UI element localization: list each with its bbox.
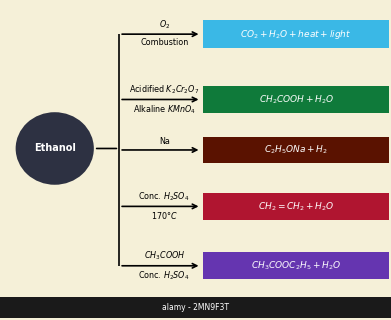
Text: Conc. $H_2SO_4$: Conc. $H_2SO_4$ [138,269,190,282]
Text: Na: Na [159,137,170,147]
Bar [203,252,389,279]
Bar [203,137,389,163]
Text: Alkaline $KMnO_4$: Alkaline $KMnO_4$ [133,103,196,116]
Text: $CO_2 + H_2O + heat + light$: $CO_2 + H_2O + heat + light$ [240,28,352,41]
Bar [203,193,389,220]
Text: Acidified $K_2Cr_2O_7$: Acidified $K_2Cr_2O_7$ [129,84,199,96]
Text: Ethanol: Ethanol [34,143,76,154]
Text: Conc. $H_2SO_4$: Conc. $H_2SO_4$ [138,190,190,203]
Text: $CH_2 = CH_2 + H_2O$: $CH_2 = CH_2 + H_2O$ [258,200,334,212]
Text: $CH_3COOC_2H_5 + H_2O$: $CH_3COOC_2H_5 + H_2O$ [251,260,341,272]
Text: $170\degree C$: $170\degree C$ [151,210,178,221]
Bar [0,297,391,318]
Text: Combustion: Combustion [140,38,188,47]
Text: alamy - 2MN9F3T: alamy - 2MN9F3T [162,303,229,312]
Text: $CH_2COOH + H_2O$: $CH_2COOH + H_2O$ [258,93,334,106]
Text: $O_2$: $O_2$ [159,18,170,31]
Ellipse shape [16,112,94,185]
Text: $C_2H_5ONa + H_2$: $C_2H_5ONa + H_2$ [264,144,328,156]
Text: $CH_3COOH$: $CH_3COOH$ [143,250,185,262]
Bar [203,86,389,113]
Bar [203,20,389,48]
